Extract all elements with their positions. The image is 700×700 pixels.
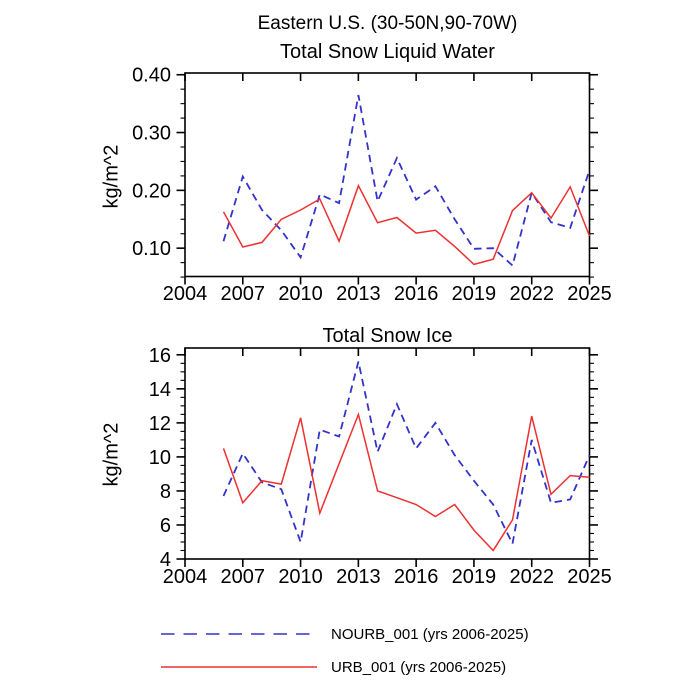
- page-title: Eastern U.S. (30-50N,90-70W): [257, 13, 518, 34]
- y-tick-label: 0.40: [132, 65, 171, 87]
- x-tick-label: 2019: [452, 283, 497, 305]
- plot-frame: [184, 347, 591, 560]
- y-tick-label: 6: [160, 515, 171, 537]
- x-tick-label: 2025: [567, 566, 612, 588]
- x-tick-label: 2004: [163, 283, 208, 305]
- x-tick-label: 2010: [278, 566, 323, 588]
- x-tick-label: 2016: [394, 283, 439, 305]
- legend-item-urb: URB_001 (yrs 2006-2025): [160, 657, 506, 677]
- legend-label-nourb: NOURB_001 (yrs 2006-2025): [331, 625, 529, 643]
- x-tick-label: 2013: [336, 283, 381, 305]
- plot-frame: [184, 72, 591, 278]
- y-tick-label: 16: [149, 345, 171, 367]
- x-tick-label: 2010: [278, 283, 323, 305]
- x-tick-label: 2013: [336, 566, 381, 588]
- y-tick-label: 0.20: [132, 180, 171, 202]
- legend-solid-line-sample: [161, 666, 317, 668]
- x-tick-label: 2007: [221, 566, 266, 588]
- series-line-NOURB_001: [222, 94, 591, 268]
- y-tick-label: 0.10: [132, 238, 171, 260]
- x-tick-label: 2004: [163, 566, 208, 588]
- legend-label-urb: URB_001 (yrs 2006-2025): [331, 658, 507, 676]
- y-tick-label: 4: [160, 549, 171, 571]
- x-tick-label: 2022: [509, 566, 554, 588]
- x-tick-label: 2007: [221, 283, 266, 305]
- plot1-title: Total Snow Liquid Water: [280, 41, 495, 63]
- y-tick-label: 0.30: [132, 123, 171, 145]
- legend-item-nourb: NOURB_001 (yrs 2006-2025): [160, 624, 529, 644]
- plot2-title: Total Snow Ice: [322, 325, 453, 347]
- x-tick-label: 2016: [394, 566, 439, 588]
- x-tick-label: 2025: [567, 283, 612, 305]
- y-tick-label: 8: [160, 481, 171, 503]
- y-tick-label: 14: [149, 379, 171, 401]
- y-tick-label: 10: [149, 447, 171, 469]
- y-tick-label: 12: [149, 413, 171, 435]
- series-line-URB_001: [222, 183, 591, 266]
- x-tick-label: 2022: [509, 283, 554, 305]
- legend-dashed-line-sample: [161, 633, 317, 635]
- series-line-NOURB_001: [222, 361, 591, 547]
- x-tick-label: 2019: [452, 566, 497, 588]
- series-line-URB_001: [222, 411, 590, 552]
